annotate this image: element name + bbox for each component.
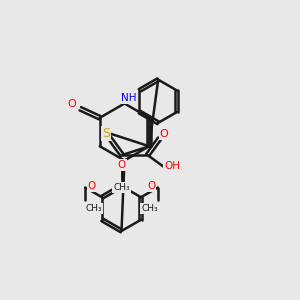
Text: O: O	[147, 181, 155, 191]
Text: NH: NH	[121, 93, 137, 103]
Text: CH₃: CH₃	[85, 204, 102, 213]
Text: O: O	[88, 181, 96, 191]
Text: O: O	[160, 129, 169, 139]
Text: OH: OH	[164, 161, 181, 172]
Text: CH₃: CH₃	[113, 183, 130, 192]
Text: O: O	[117, 160, 126, 170]
Text: O: O	[68, 99, 76, 109]
Text: CH₃: CH₃	[141, 204, 158, 213]
Text: S: S	[102, 127, 110, 140]
